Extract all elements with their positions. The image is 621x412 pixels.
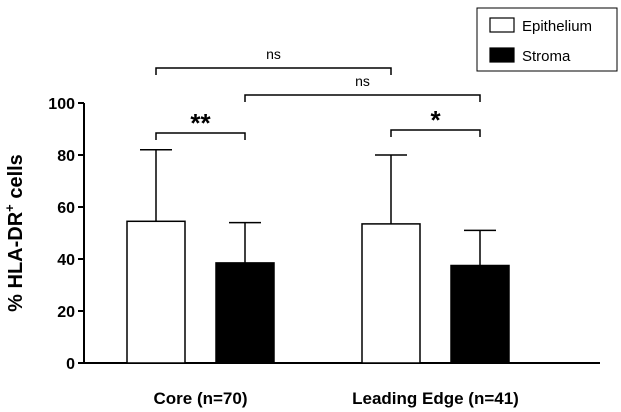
legend-swatch — [489, 47, 515, 63]
bar — [126, 220, 186, 364]
legend-swatch — [489, 17, 515, 33]
significance-bracket — [155, 67, 392, 75]
bar — [450, 264, 510, 364]
y-axis-label: % HLA-DR+ cells — [2, 154, 27, 312]
x-category-label: Core (n=70) — [154, 389, 248, 408]
significance-label: ns — [266, 46, 281, 62]
bar — [215, 262, 275, 364]
significance-label: ns — [355, 73, 370, 89]
x-category-label: Leading Edge (n=41) — [352, 389, 519, 408]
significance-bracket — [390, 129, 481, 137]
bar — [361, 223, 421, 364]
y-tick-label: 60 — [57, 200, 75, 217]
y-tick-label: 0 — [66, 356, 75, 373]
y-tick-label: 100 — [48, 96, 75, 113]
significance-bracket — [244, 94, 481, 102]
significance-label: * — [430, 105, 441, 135]
significance-bracket — [155, 132, 246, 140]
y-tick-label: 40 — [57, 252, 75, 269]
significance-label: ** — [190, 108, 211, 138]
y-tick-label: 80 — [57, 148, 75, 165]
legend-label: Epithelium — [522, 18, 592, 35]
y-tick-label: 20 — [57, 304, 75, 321]
legend-label: Stroma — [522, 48, 571, 65]
